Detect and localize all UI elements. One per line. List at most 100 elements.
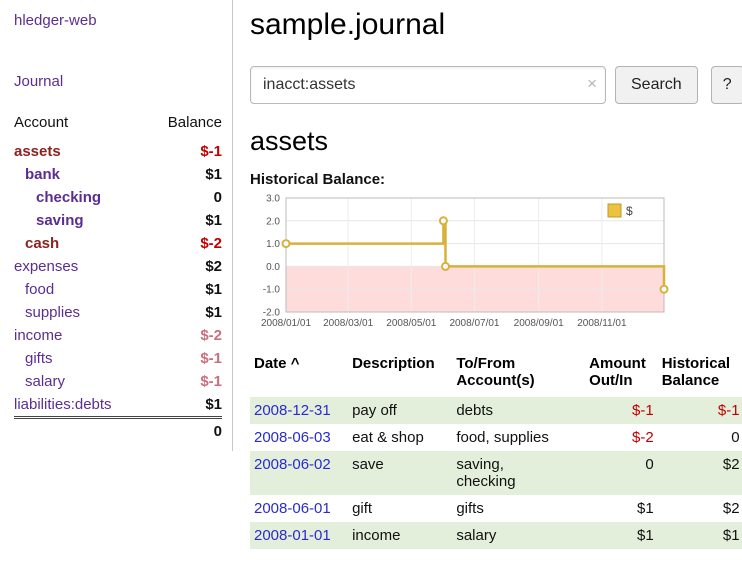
account-row: expenses $2 xyxy=(14,255,222,278)
account-name-cell: salary xyxy=(14,370,148,393)
transaction-amount: 0 xyxy=(645,456,654,473)
y-axis-tick-label: -2.0 xyxy=(263,308,281,319)
sidebar-account-link[interactable]: income xyxy=(14,327,63,344)
transaction-date-cell: 2008-06-03 xyxy=(250,424,348,451)
sort-ascending-icon: ^ xyxy=(290,355,300,372)
transaction-amount: $1 xyxy=(637,527,654,544)
transaction-balance: 0 xyxy=(731,429,740,446)
account-balance: $-1 xyxy=(200,373,222,390)
accounts-table: Account Balance assets $-1 bank $1 checking 0… xyxy=(14,110,222,443)
search-box: × xyxy=(250,66,606,104)
transaction-date-cell: 2008-06-02 xyxy=(250,451,348,495)
register-col-date: Date ^ xyxy=(250,351,348,397)
data-point-marker xyxy=(659,284,669,294)
account-row: income $-2 xyxy=(14,324,222,347)
transaction-accounts: salary xyxy=(456,527,497,544)
sidebar-item-journal[interactable]: Journal xyxy=(14,73,64,90)
sidebar-account-link[interactable]: bank xyxy=(25,166,61,183)
account-balance: $-1 xyxy=(200,350,222,367)
x-axis-tick-label: 2008/05/01 xyxy=(386,318,436,329)
x-axis-tick-label: 2008/09/01 xyxy=(514,318,564,329)
accounts-total-value: 0 xyxy=(147,416,222,443)
transaction-balance: $1 xyxy=(722,527,740,544)
help-button[interactable]: ? xyxy=(710,66,742,104)
legend-swatch xyxy=(607,203,622,218)
y-axis-tick-label: 1.0 xyxy=(266,239,280,250)
sidebar-account-link[interactable]: saving xyxy=(36,212,84,229)
account-name-cell: income xyxy=(14,324,148,347)
transaction-date-link[interactable]: 2008-12-31 xyxy=(254,402,331,419)
x-axis-tick-label: 2008/11/01 xyxy=(577,318,627,329)
sidebar-account-link[interactable]: supplies xyxy=(25,304,81,321)
transaction-accounts: food, supplies xyxy=(456,429,549,446)
sidebar-account-link[interactable]: gifts xyxy=(25,350,53,367)
register-row: 2008-12-31 pay off debts $-1 $-1 xyxy=(250,397,742,424)
account-row: assets $-1 xyxy=(14,140,222,163)
transaction-accounts: saving, checking xyxy=(456,456,516,490)
register-row: 2008-06-02 save saving, checking 0 $2 xyxy=(250,451,742,495)
app-title-link[interactable]: hledger-web xyxy=(14,12,97,29)
data-point-marker xyxy=(438,216,448,226)
sidebar-account-link[interactable]: liabilities:debts xyxy=(14,396,112,413)
transaction-balance: $2 xyxy=(722,456,740,473)
y-axis-tick-label: 3.0 xyxy=(266,194,280,205)
transaction-description: save xyxy=(352,456,384,473)
account-row: food $1 xyxy=(14,278,222,301)
account-row: bank $1 xyxy=(14,163,222,186)
account-name-cell: food xyxy=(14,278,148,301)
data-point-marker xyxy=(440,261,450,271)
transaction-date-link[interactable]: 2008-06-03 xyxy=(254,429,331,446)
sidebar-account-link[interactable]: checking xyxy=(36,189,102,206)
sidebar-account-link[interactable]: food xyxy=(25,281,55,298)
account-name-cell: expenses xyxy=(14,255,148,278)
accounts-col-balance: Balance xyxy=(167,114,222,131)
accounts-total-spacer xyxy=(14,416,148,443)
account-name-cell: bank xyxy=(14,163,148,186)
account-balance: $1 xyxy=(205,166,222,183)
chart-title: Historical Balance: xyxy=(250,171,386,188)
main-content: sample.journal × Search ? assets Histori… xyxy=(233,0,742,559)
transaction-balance: $-1 xyxy=(717,402,740,419)
sidebar-account-link[interactable]: assets xyxy=(14,143,61,160)
account-row: saving $1 xyxy=(14,209,222,232)
search-button[interactable]: Search xyxy=(615,66,698,104)
transaction-description: gift xyxy=(352,500,373,517)
register-row: 2008-01-01 income salary $1 $1 xyxy=(250,522,742,549)
transaction-amount: $-2 xyxy=(632,429,654,446)
account-name-cell: gifts xyxy=(14,347,148,370)
sidebar-account-link[interactable]: expenses xyxy=(14,258,79,275)
account-balance: $2 xyxy=(205,258,222,275)
sidebar-account-link[interactable]: salary xyxy=(25,373,66,390)
account-balance: $1 xyxy=(205,304,222,321)
clear-search-icon[interactable]: × xyxy=(587,74,597,93)
register-col-amount: Amount Out/In xyxy=(589,355,646,389)
transaction-date-link[interactable]: 2008-01-01 xyxy=(254,527,331,544)
register-col-date-label[interactable]: Date xyxy=(254,355,287,372)
register-col-accounts: To/From Account(s) xyxy=(456,355,535,389)
register-row: 2008-06-03 eat & shop food, supplies $-2 0 xyxy=(250,424,742,451)
transaction-date-link[interactable]: 2008-06-02 xyxy=(254,456,331,473)
transaction-accounts: debts xyxy=(456,402,494,419)
account-name-cell: checking xyxy=(14,186,148,209)
transaction-description: income xyxy=(352,527,401,544)
register-table: Date ^ Description To/From Account(s) Am… xyxy=(250,351,742,549)
transaction-amount: $1 xyxy=(637,500,654,517)
account-balance: $1 xyxy=(205,281,222,298)
sidebar: hledger-web Journal Account Balance asse… xyxy=(0,0,233,451)
page-title: sample.journal xyxy=(250,8,446,41)
accounts-col-account: Account xyxy=(14,114,69,131)
accounts-total-row: 0 xyxy=(14,416,222,443)
y-axis-tick-label: 2.0 xyxy=(266,216,280,227)
legend-label: $ xyxy=(626,204,633,218)
y-axis-tick-label: 0.0 xyxy=(266,262,280,273)
x-axis-tick-label: 2008/03/01 xyxy=(323,318,373,329)
transaction-date-link[interactable]: 2008-06-01 xyxy=(254,500,331,517)
sidebar-account-link[interactable]: cash xyxy=(25,235,60,252)
y-axis-tick-label: -1.0 xyxy=(263,285,281,296)
account-row: checking 0 xyxy=(14,186,222,209)
account-name-cell: liabilities:debts xyxy=(14,393,148,418)
search-bar: × Search ? xyxy=(250,66,742,104)
search-input[interactable] xyxy=(250,66,606,104)
transaction-description: pay off xyxy=(352,402,397,419)
